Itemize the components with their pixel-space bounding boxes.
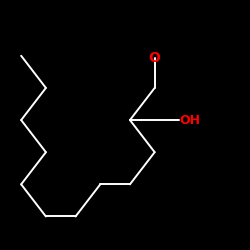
Text: OH: OH xyxy=(180,114,201,126)
Text: O: O xyxy=(149,51,160,65)
